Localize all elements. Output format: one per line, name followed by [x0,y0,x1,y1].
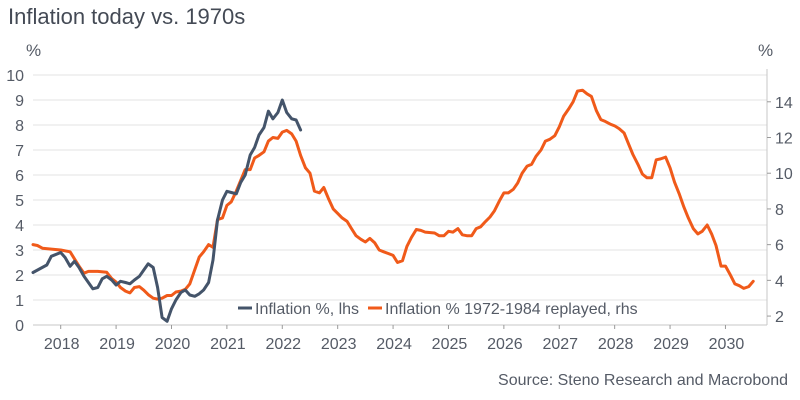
x-tick-label: 2028 [598,336,634,353]
left-tick-label: 6 [15,168,24,185]
chart-title: Inflation today vs. 1970s [8,4,245,29]
x-tick-label: 2021 [210,336,246,353]
series-lines [31,88,755,323]
legend-label-replayed: Inflation % 1972-1984 replayed, rhs [385,301,638,318]
x-tick-label: 2024 [376,336,412,353]
left-tick-label: 10 [6,68,24,85]
x-tick-label: 2030 [709,336,745,353]
left-tick-label: 8 [15,118,24,135]
left-tick-label: 1 [15,293,24,310]
right-tick-label: 6 [775,238,784,255]
x-tick-label: 2022 [265,336,301,353]
left-tick-label: 3 [15,243,24,260]
legend: Inflation %, lhs Inflation % 1972-1984 r… [238,301,638,318]
left-tick-label: 4 [15,218,24,235]
series-line-inflation [31,98,303,323]
right-tick-label: 12 [775,131,793,148]
x-tick-label: 2023 [321,336,357,353]
right-tick-label: 10 [775,166,793,183]
left-axis-unit: % [26,41,41,60]
right-tick-label: 2 [775,309,784,326]
right-axis: 2 4 6 8 10 12 14 [767,95,793,326]
x-tick-label: 2025 [432,336,468,353]
left-tick-label: 0 [15,318,24,335]
x-tick-label: 2026 [487,336,523,353]
right-tick-label: 14 [775,95,793,112]
x-tick-label: 2020 [155,336,191,353]
legend-label-inflation: Inflation %, lhs [255,301,359,318]
gridlines [33,69,768,326]
series-line-replayed [31,88,755,301]
left-tick-label: 5 [15,193,24,210]
right-axis-unit: % [758,41,773,60]
right-tick-label: 8 [775,202,784,219]
left-tick-label: 9 [15,93,24,110]
right-tick-label: 4 [775,273,784,290]
x-tick-label: 2027 [542,336,578,353]
x-tick-label: 2029 [653,336,689,353]
left-tick-label: 7 [15,143,24,160]
left-axis: 0 1 2 3 4 5 6 7 8 9 10 [6,68,24,335]
x-tick-label: 2018 [44,336,80,353]
x-tick-label: 2019 [99,336,135,353]
source-note: Source: Steno Research and Macrobond [498,372,788,389]
left-tick-label: 2 [15,268,24,285]
x-axis: 2018 2019 2020 2021 2022 2023 2024 2025 2026 2027… [44,325,744,353]
